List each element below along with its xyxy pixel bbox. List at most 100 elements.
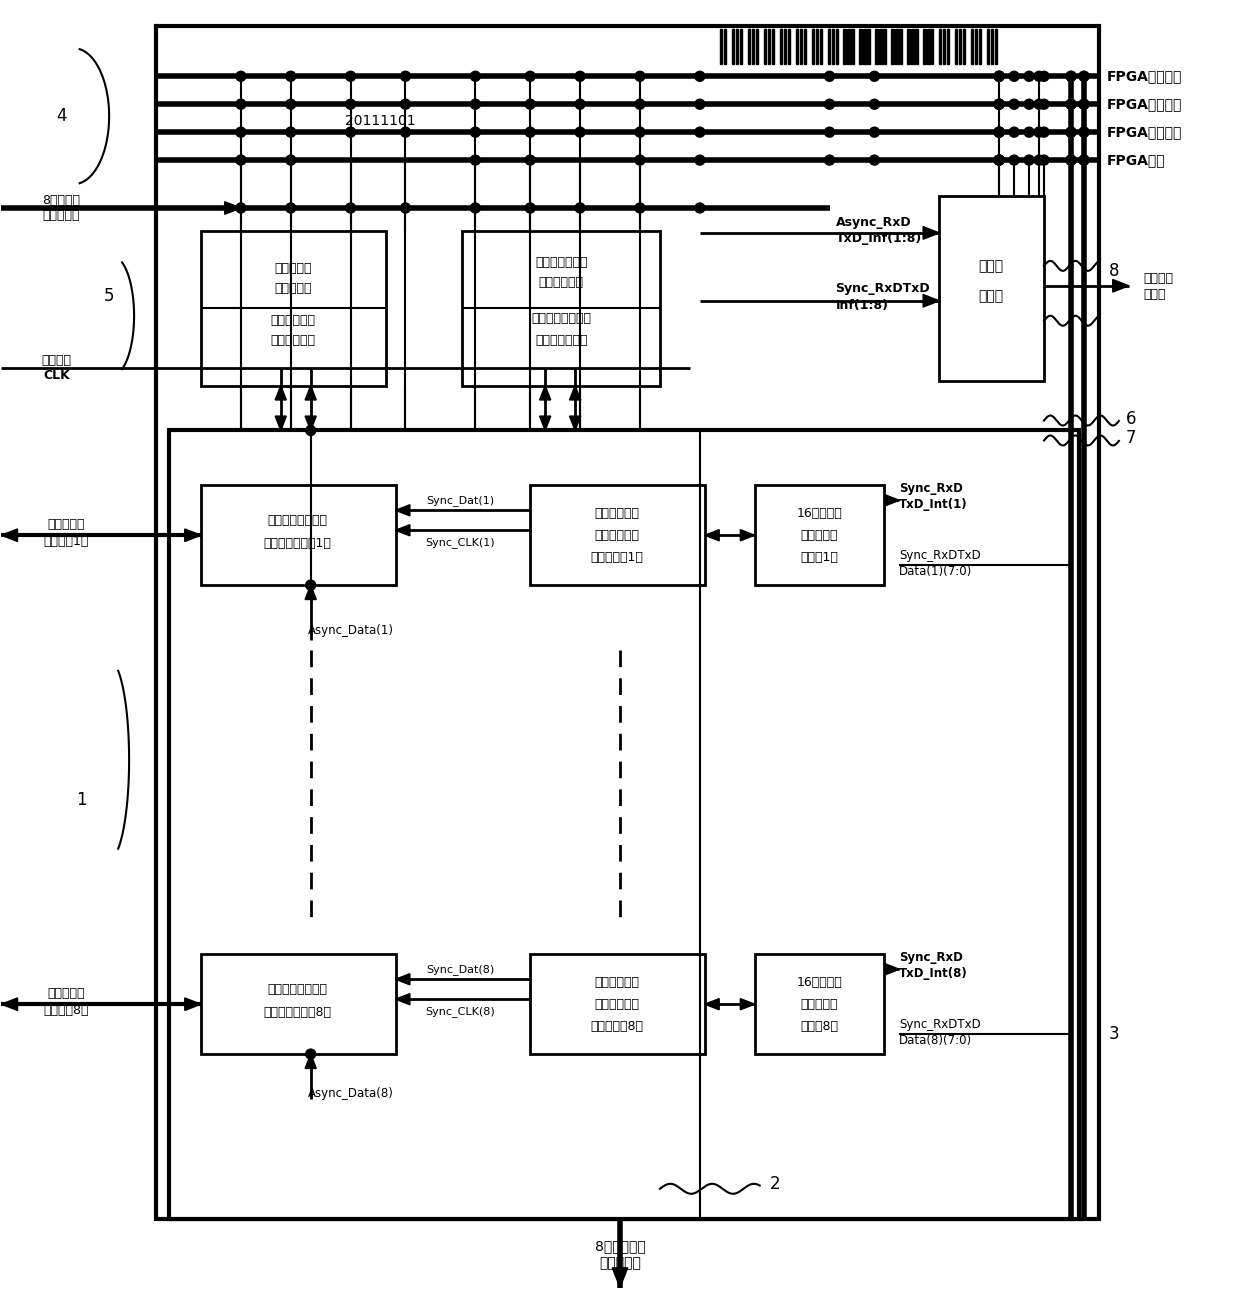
Text: 8通道外部: 8通道外部 <box>42 195 81 208</box>
Bar <box>931 30 934 64</box>
Polygon shape <box>305 585 316 599</box>
Polygon shape <box>569 385 580 400</box>
Bar <box>987 30 990 64</box>
Circle shape <box>470 202 480 213</box>
Polygon shape <box>704 999 719 1009</box>
Text: 3: 3 <box>1109 1025 1120 1043</box>
Text: 同步数据接收内: 同步数据接收内 <box>534 257 588 269</box>
Bar <box>868 30 869 64</box>
Bar <box>740 30 742 64</box>
Text: 源处理: 源处理 <box>978 289 1003 303</box>
Bar <box>804 30 806 64</box>
Text: 同步输入串并: 同步输入串并 <box>594 976 640 989</box>
Circle shape <box>285 128 295 137</box>
Text: Sync_RxDTxD: Sync_RxDTxD <box>836 282 930 295</box>
Circle shape <box>1066 155 1076 165</box>
Circle shape <box>1034 99 1044 110</box>
Circle shape <box>994 71 1004 81</box>
Circle shape <box>346 99 356 110</box>
Circle shape <box>575 71 585 81</box>
Text: Data(1)(7:0): Data(1)(7:0) <box>899 565 972 577</box>
Text: 8: 8 <box>1109 262 1120 280</box>
Text: 态控制模块: 态控制模块 <box>274 282 311 295</box>
Circle shape <box>1079 155 1089 165</box>
Circle shape <box>994 155 1004 165</box>
Polygon shape <box>613 1268 627 1288</box>
Text: Sync_Dat(8): Sync_Dat(8) <box>427 964 495 974</box>
Circle shape <box>1079 128 1089 137</box>
Text: 同步输入串并: 同步输入串并 <box>594 507 640 519</box>
Text: 16字节深先: 16字节深先 <box>796 507 842 519</box>
Text: FPGA地址总线: FPGA地址总线 <box>1107 70 1182 84</box>
Circle shape <box>470 128 480 137</box>
Circle shape <box>236 202 246 213</box>
Polygon shape <box>704 530 719 541</box>
Bar <box>820 30 822 64</box>
Polygon shape <box>275 385 286 400</box>
Bar <box>944 30 945 64</box>
Text: FPGA控制总线: FPGA控制总线 <box>1107 125 1182 139</box>
Circle shape <box>306 1049 316 1060</box>
Polygon shape <box>885 964 899 974</box>
Circle shape <box>401 99 410 110</box>
Text: 同步异步信号: 同步异步信号 <box>270 315 315 327</box>
Circle shape <box>346 202 356 213</box>
Text: 接收发送控制: 接收发送控制 <box>270 334 315 347</box>
Text: 并串转换（1）: 并串转换（1） <box>590 550 644 563</box>
Polygon shape <box>185 998 201 1011</box>
Circle shape <box>306 580 316 590</box>
Circle shape <box>470 71 480 81</box>
Circle shape <box>236 155 246 165</box>
Text: Sync_CLK(8): Sync_CLK(8) <box>425 1005 495 1017</box>
Circle shape <box>526 202 536 213</box>
Bar <box>960 30 961 64</box>
Polygon shape <box>305 385 316 400</box>
Polygon shape <box>396 525 410 536</box>
Bar <box>816 30 817 64</box>
Circle shape <box>346 71 356 81</box>
Bar <box>768 30 770 64</box>
Bar <box>915 30 918 64</box>
Circle shape <box>825 128 835 137</box>
Text: 20111101: 20111101 <box>345 115 415 128</box>
Circle shape <box>869 128 879 137</box>
Text: 缓存（1）: 缓存（1） <box>801 550 838 563</box>
Polygon shape <box>275 416 286 431</box>
Text: 口收发数据: 口收发数据 <box>599 1257 641 1271</box>
Text: Inf(1:8): Inf(1:8) <box>836 299 889 312</box>
Bar <box>863 30 866 64</box>
Bar <box>939 30 941 64</box>
Polygon shape <box>396 973 410 985</box>
Bar <box>832 30 833 64</box>
Polygon shape <box>569 416 580 431</box>
Polygon shape <box>1112 280 1128 293</box>
Circle shape <box>1066 128 1076 137</box>
Polygon shape <box>224 201 241 214</box>
Circle shape <box>470 155 480 165</box>
Bar <box>947 30 950 64</box>
Text: FPGA数据总线: FPGA数据总线 <box>1107 97 1182 111</box>
Bar <box>996 30 997 64</box>
Bar <box>975 30 977 64</box>
Circle shape <box>526 71 536 81</box>
Bar <box>748 30 750 64</box>
Circle shape <box>994 155 1004 165</box>
Bar <box>201 486 396 585</box>
Text: 同步数据发送时钟: 同步数据发送时钟 <box>531 312 591 325</box>
Text: 4: 4 <box>56 107 67 125</box>
Circle shape <box>470 99 480 110</box>
Bar <box>883 30 885 64</box>
Bar <box>724 30 725 64</box>
Text: 入先出异步: 入先出异步 <box>801 528 838 541</box>
Circle shape <box>1039 128 1049 137</box>
Text: 5: 5 <box>104 286 114 304</box>
Circle shape <box>1079 71 1089 81</box>
Text: 转换同步输出: 转换同步输出 <box>594 998 640 1011</box>
Bar <box>764 30 766 64</box>
Text: 串口中断源: 串口中断源 <box>42 209 81 223</box>
Circle shape <box>1009 155 1019 165</box>
Circle shape <box>1066 99 1076 110</box>
Bar <box>787 30 790 64</box>
Circle shape <box>526 155 536 165</box>
Text: 1: 1 <box>76 790 87 808</box>
